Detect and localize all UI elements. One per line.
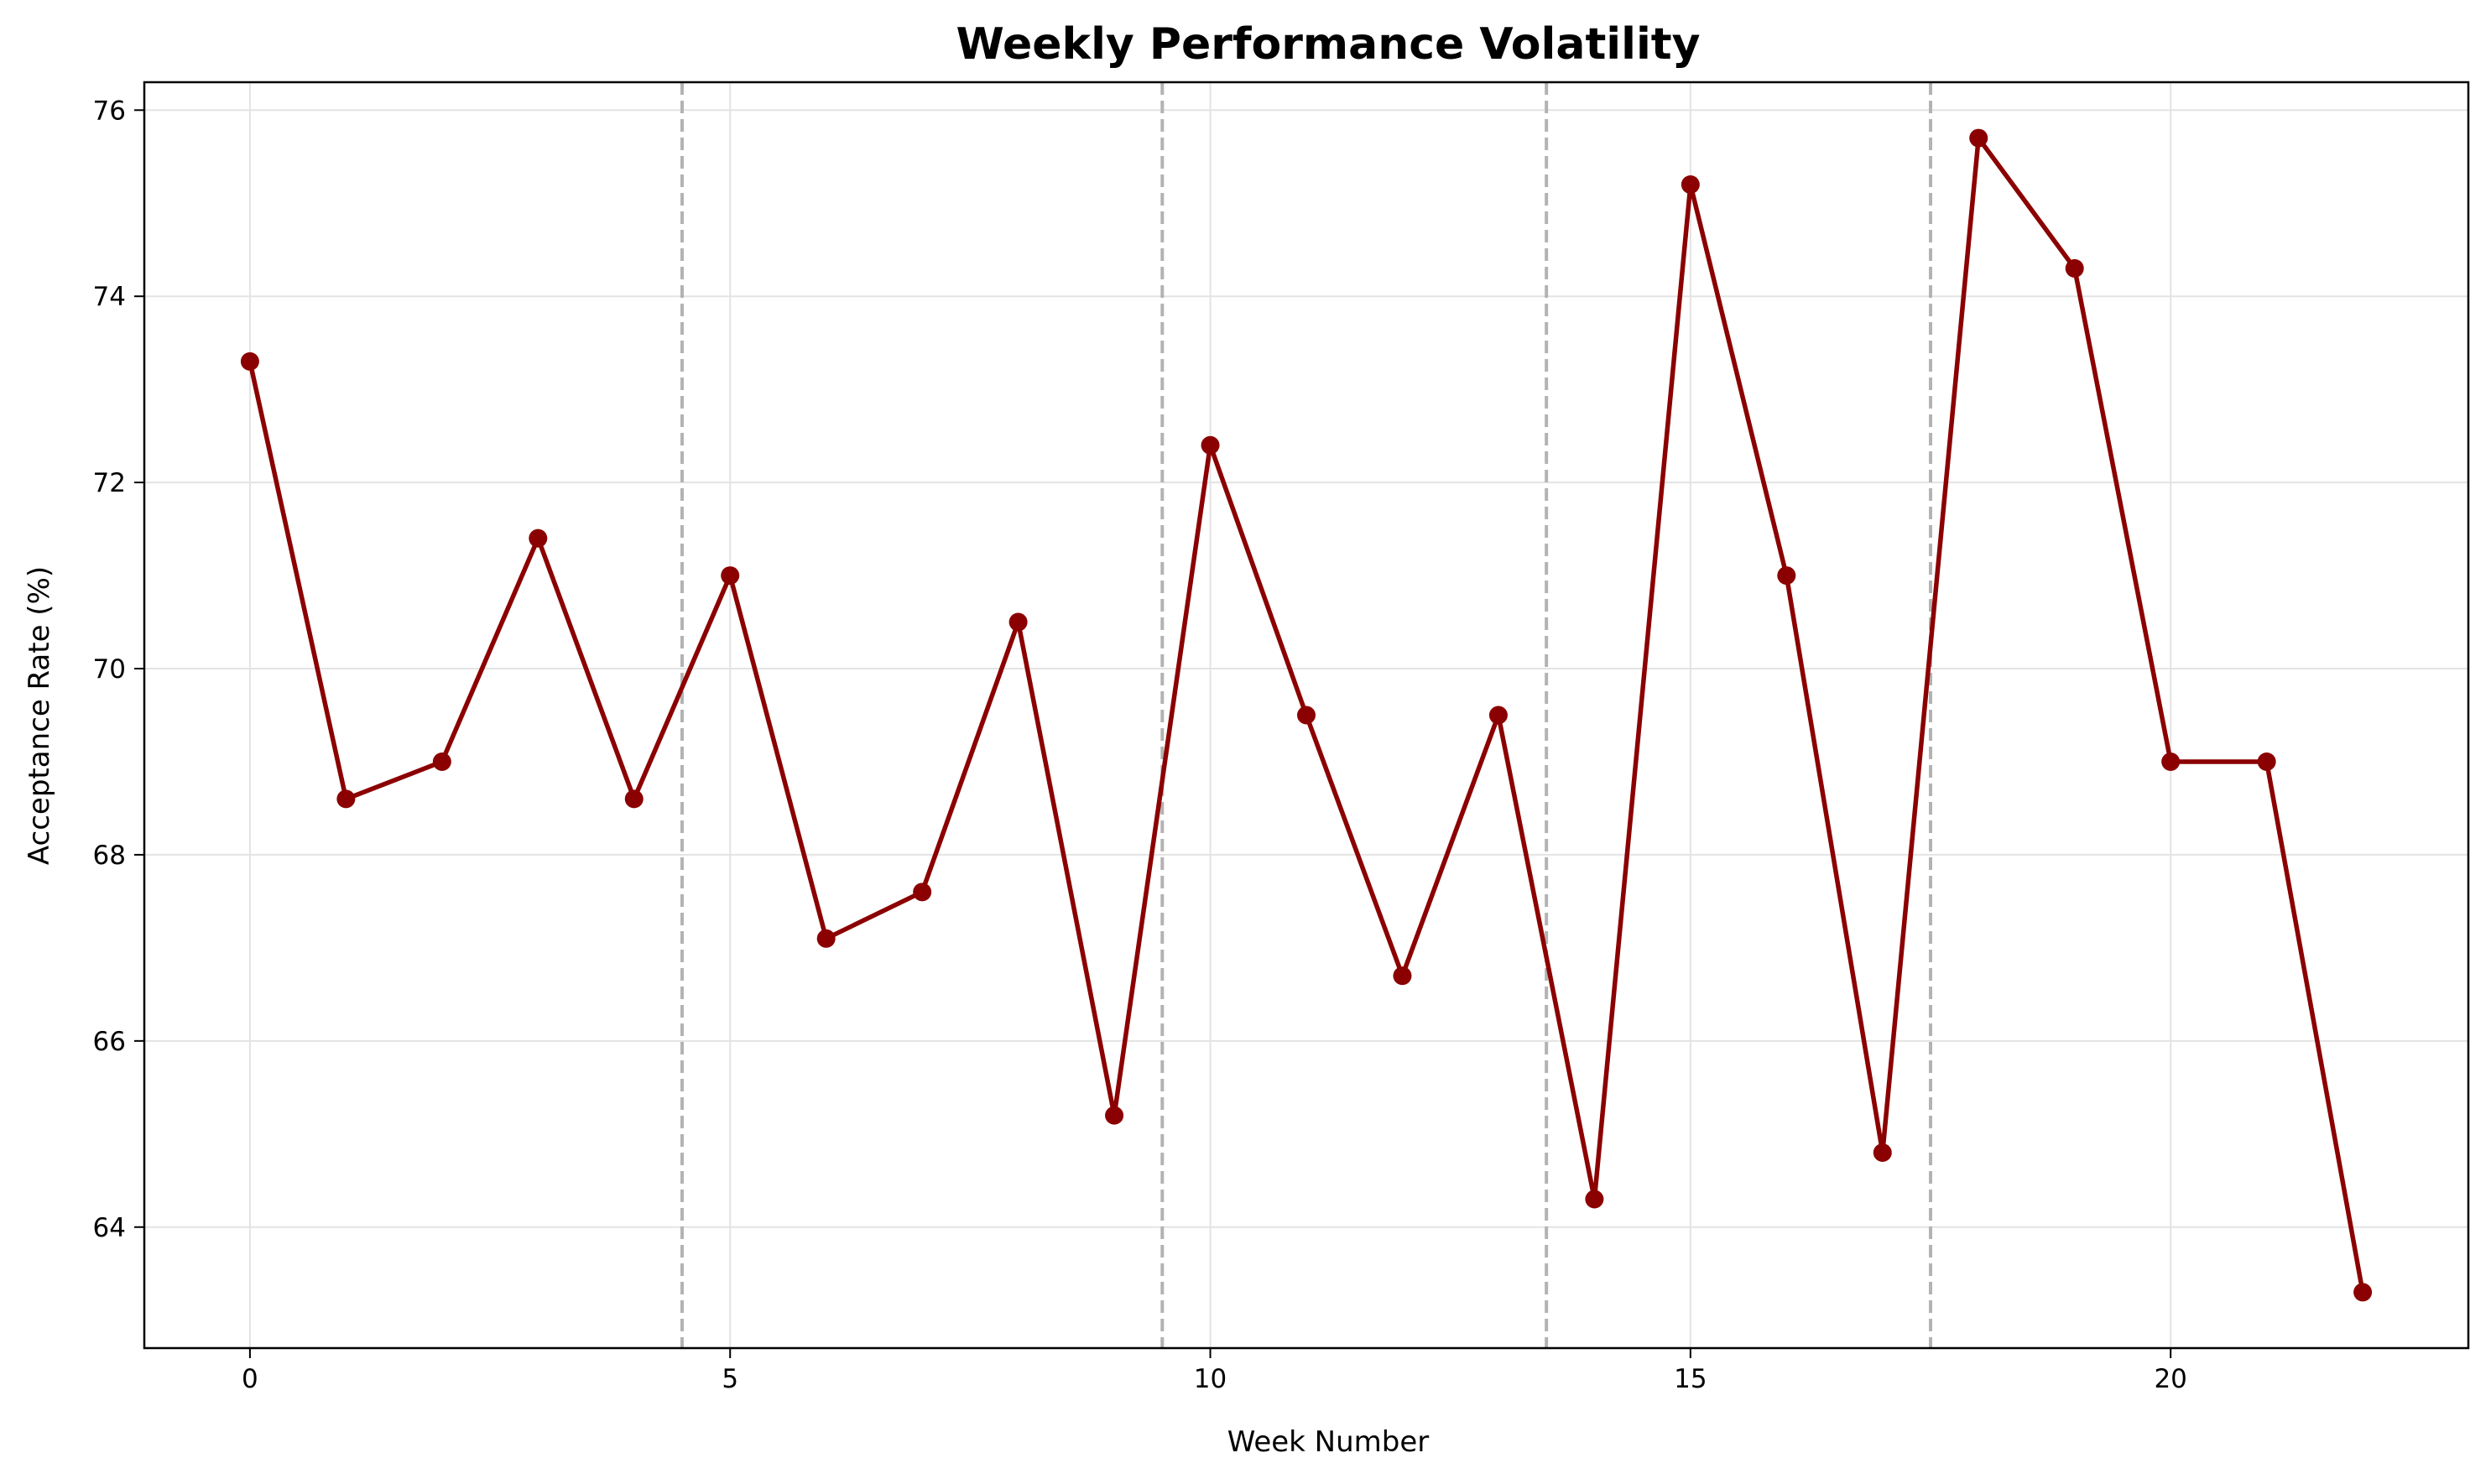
x-tick-label: 5 (722, 1364, 738, 1394)
week-divider-lines (680, 82, 1933, 1348)
x-axis-ticks: 0 5 10 15 20 (242, 1348, 2187, 1394)
data-point (1969, 128, 1988, 148)
data-point (2065, 258, 2084, 278)
data-point (240, 351, 259, 371)
data-point (1105, 1106, 1124, 1125)
data-point (1008, 612, 1028, 632)
data-point (624, 789, 644, 809)
y-tick-label: 66 (93, 1027, 126, 1057)
y-tick-label: 68 (93, 841, 126, 871)
x-tick-label: 15 (1674, 1364, 1707, 1394)
data-point (432, 752, 451, 771)
data-point (1873, 1143, 1892, 1162)
y-tick-label: 70 (93, 654, 126, 685)
data-point (2353, 1283, 2373, 1302)
data-point (529, 529, 548, 548)
data-point (1488, 706, 1508, 725)
grid-lines (144, 82, 2468, 1348)
y-axis-title: Acceptance Rate (%) (23, 566, 56, 865)
x-axis-title: Week Number (1227, 1425, 1430, 1459)
x-tick-label: 0 (242, 1364, 258, 1394)
data-point (1681, 175, 1700, 195)
y-axis-ticks: 64 66 68 70 72 74 76 (93, 96, 144, 1243)
y-tick-label: 76 (93, 96, 126, 126)
data-point (816, 929, 836, 948)
data-point (1777, 566, 1796, 586)
data-point (913, 883, 932, 902)
data-point (1297, 706, 1316, 725)
y-tick-label: 72 (93, 468, 126, 498)
data-point (1393, 966, 1412, 986)
data-point (721, 566, 740, 586)
data-point (1585, 1190, 1604, 1209)
y-tick-label: 64 (93, 1213, 126, 1243)
data-point (2257, 752, 2276, 771)
data-point (1201, 435, 1220, 455)
series-layer (240, 128, 2373, 1302)
x-tick-label: 10 (1194, 1364, 1227, 1394)
data-point (2161, 752, 2181, 771)
chart-title: Weekly Performance Volatility (956, 19, 1700, 70)
y-tick-label: 74 (93, 282, 126, 312)
plot-frame (143, 81, 2470, 1350)
x-tick-label: 20 (2154, 1364, 2186, 1394)
data-point (336, 789, 356, 809)
